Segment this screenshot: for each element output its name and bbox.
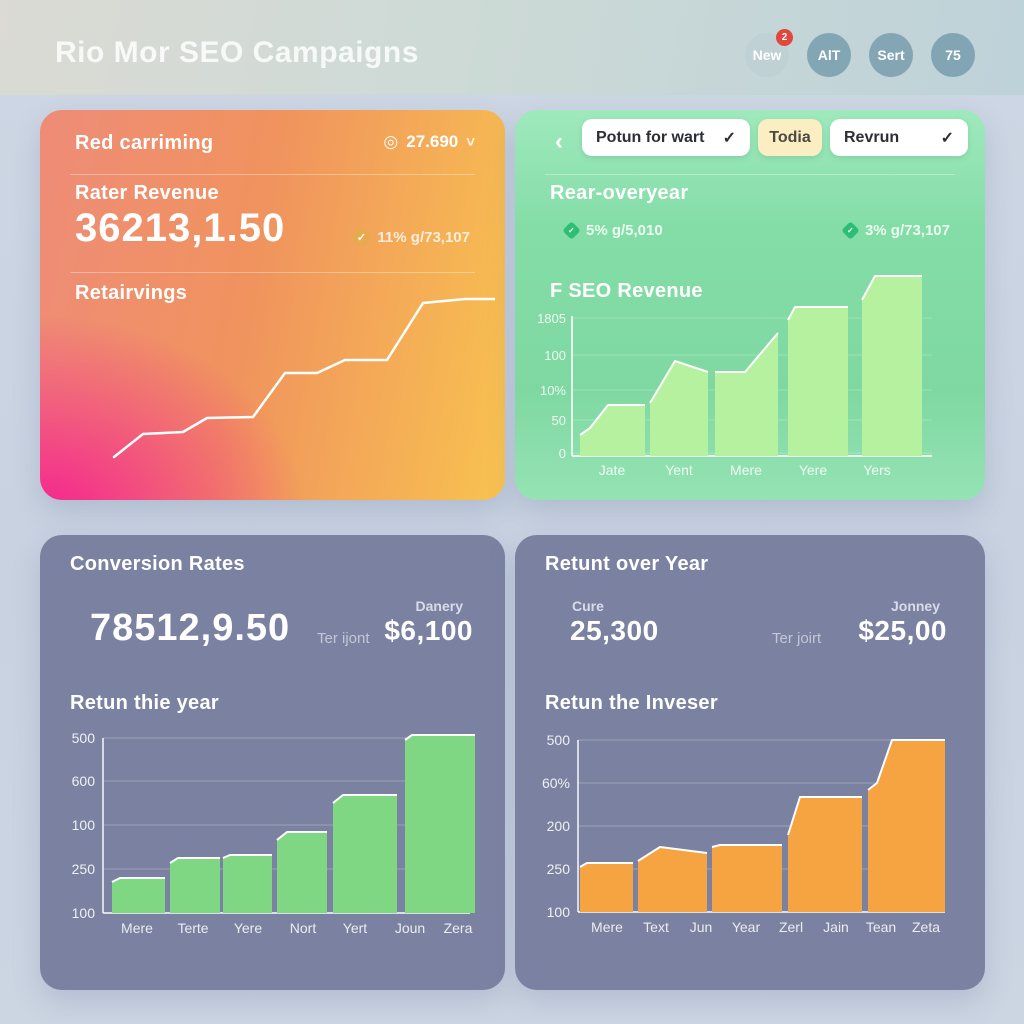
- divider: [70, 174, 475, 175]
- svg-text:Text: Text: [643, 919, 669, 935]
- bar-chart-title-right: Retun the Inveser: [545, 692, 718, 714]
- yoy-stat-left-text: 5% g/5,010: [586, 222, 663, 239]
- svg-text:Jun: Jun: [690, 919, 713, 935]
- conversion-right-value: $6,100: [384, 615, 473, 646]
- revenue-card-title: Red carriming: [75, 132, 214, 154]
- svg-text:Mere: Mere: [591, 919, 623, 935]
- svg-text:60%: 60%: [542, 775, 570, 791]
- divider: [545, 174, 955, 175]
- filter-pill-potun[interactable]: Potun for wart ✓: [582, 119, 750, 156]
- yoy-card: ‹ Potun for wart ✓ Todia Revrun ✓ Rear-o…: [515, 110, 985, 500]
- svg-text:10%: 10%: [540, 383, 566, 398]
- svg-text:100: 100: [547, 904, 571, 920]
- top-header-bar: Rio Mor SEO Campaigns New 2 AlT Sert 75: [0, 0, 1024, 95]
- new-button-label: New: [752, 47, 782, 63]
- svg-text:Mere: Mere: [730, 462, 762, 478]
- svg-text:Nort: Nort: [290, 920, 317, 936]
- svg-text:Jate: Jate: [599, 462, 626, 478]
- diamond-check-icon: ✓: [562, 221, 581, 240]
- yoy-stat-left: ✓ 5% g/5,010: [562, 221, 663, 240]
- svg-text:Joun: Joun: [395, 920, 425, 936]
- alt-button[interactable]: AlT: [807, 33, 851, 77]
- sort-button-label: Sert: [877, 47, 905, 63]
- revenue-trend-badge: ✓ 11% g/73,107: [352, 228, 470, 246]
- filter-pill-label: Todia: [769, 128, 811, 146]
- svg-text:50: 50: [552, 413, 566, 428]
- yoy-stat-right-text: 3% g/73,107: [864, 222, 950, 239]
- period-value: 27.690: [406, 132, 459, 151]
- count-button-label: 75: [945, 47, 961, 63]
- svg-text:Terte: Terte: [177, 920, 208, 936]
- svg-text:250: 250: [547, 861, 571, 877]
- svg-text:Yert: Yert: [343, 920, 368, 936]
- check-circle-icon: ✓: [352, 228, 371, 246]
- diamond-check-icon: ✓: [841, 221, 860, 240]
- line-chart-title: Retairvings: [75, 282, 188, 304]
- retairvings-line-chart: [112, 297, 495, 459]
- svg-text:Zeta: Zeta: [912, 919, 940, 935]
- bar-chart-title-left: Retun thie year: [70, 692, 219, 714]
- filter-pill-label: Potun for wart: [596, 128, 705, 146]
- seo-revenue-area-chart: 1805 100 10% 50 0 Jate Yent Mere Yere Yers: [537, 275, 932, 478]
- alt-button-label: AlT: [817, 47, 841, 63]
- check-icon: ✓: [722, 129, 736, 147]
- sort-button[interactable]: Sert: [869, 33, 913, 77]
- svg-text:Year: Year: [732, 919, 761, 935]
- returns-right-value: $25,00: [858, 615, 947, 646]
- returns-card: Retunt over Year Cure 25,300 Ter joirt J…: [515, 535, 985, 990]
- area-chart-title: F SEO Revenue: [550, 280, 703, 302]
- page-title: Rio Mor SEO Campaigns: [55, 36, 419, 69]
- conversion-value: 78512,9.50: [90, 607, 291, 649]
- filter-pill-label: Revrun: [844, 128, 900, 146]
- revenue-stat-value: 36213,1.50: [75, 206, 286, 250]
- returns-right-label: Jonney: [890, 598, 940, 614]
- dial-icon: ◎: [383, 132, 399, 151]
- conversion-right-label: Danery: [415, 598, 463, 614]
- svg-text:600: 600: [72, 773, 96, 789]
- chevron-down-icon: ˅: [466, 133, 475, 151]
- conversion-mid-label: Ter ijont: [317, 630, 370, 647]
- svg-text:Yers: Yers: [863, 462, 891, 478]
- revenue-card: Red carriming ◎ 27.690 ˅ Rater Revenue 3…: [40, 110, 505, 500]
- check-icon: ✓: [940, 129, 954, 147]
- returns-left-value: 25,300: [570, 615, 659, 646]
- svg-text:Zera: Zera: [444, 920, 473, 936]
- svg-text:Yere: Yere: [234, 920, 263, 936]
- period-selector[interactable]: ◎ 27.690 ˅: [383, 132, 475, 152]
- returns-title: Retunt over Year: [545, 553, 709, 575]
- yoy-title: Rear-overyear: [550, 182, 689, 204]
- svg-text:Tean: Tean: [866, 919, 896, 935]
- svg-text:0: 0: [559, 446, 566, 461]
- svg-text:250: 250: [72, 861, 96, 877]
- chevron-left-icon[interactable]: ‹: [555, 128, 563, 155]
- svg-text:500: 500: [547, 735, 571, 748]
- conversion-title: Conversion Rates: [70, 553, 245, 575]
- svg-text:100: 100: [544, 348, 566, 363]
- returns-left-label: Cure: [572, 598, 604, 614]
- svg-text:Mere: Mere: [121, 920, 153, 936]
- count-button[interactable]: 75: [931, 33, 975, 77]
- yoy-stat-right: ✓ 3% g/73,107: [841, 221, 950, 240]
- svg-text:Yent: Yent: [665, 462, 693, 478]
- divider: [70, 272, 475, 273]
- svg-text:200: 200: [547, 818, 571, 834]
- conversion-card: Conversion Rates 78512,9.50 Ter ijont Da…: [40, 535, 505, 990]
- svg-text:500: 500: [72, 730, 96, 746]
- svg-text:100: 100: [72, 817, 96, 833]
- svg-text:1805: 1805: [537, 311, 566, 326]
- conversion-bar-chart: 500 600 100 250 100 Mere Terte Yere Nort Yert Joun…: [72, 730, 475, 936]
- svg-text:Jain: Jain: [823, 919, 849, 935]
- returns-bar-chart: 500 60% 200 250 100 Mere Text Jun Year Zerl Jain Te…: [542, 735, 945, 935]
- returns-mid-label: Ter joirt: [772, 630, 822, 647]
- revenue-stat-label: Rater Revenue: [75, 182, 219, 204]
- svg-text:100: 100: [72, 905, 96, 921]
- revenue-trend-text: 11% g/73,107: [377, 228, 470, 246]
- filter-pill-revrun[interactable]: Revrun ✓: [830, 119, 968, 156]
- svg-text:Yere: Yere: [799, 462, 828, 478]
- notification-badge: 2: [776, 29, 793, 46]
- svg-text:Zerl: Zerl: [779, 919, 803, 935]
- new-button[interactable]: New 2: [745, 29, 793, 77]
- filter-pill-todia[interactable]: Todia: [758, 119, 822, 156]
